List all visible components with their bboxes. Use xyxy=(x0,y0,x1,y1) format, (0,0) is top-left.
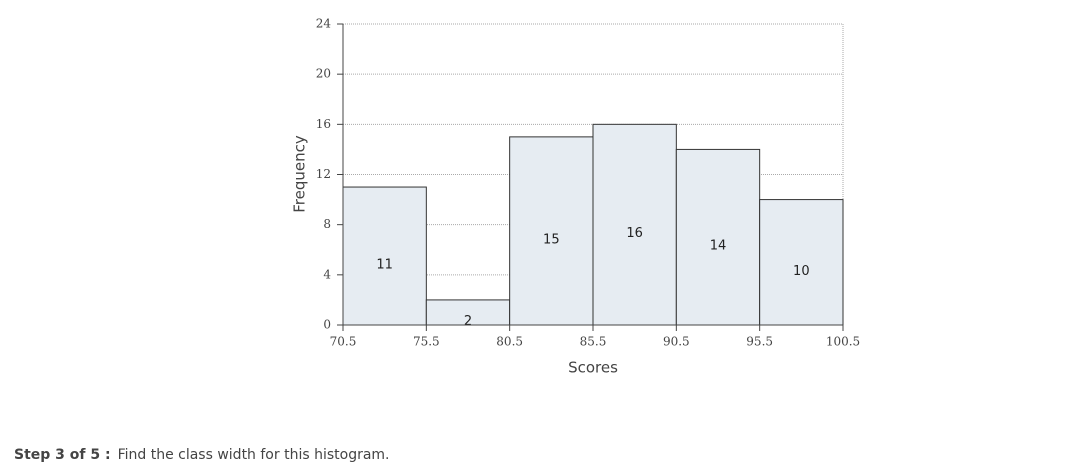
y-tick-label: 16 xyxy=(316,117,331,131)
y-tick-label: 4 xyxy=(323,267,331,281)
step-label: Step 3 of 5 : xyxy=(14,447,111,463)
bar xyxy=(759,199,844,326)
x-tick-label: 80.5 xyxy=(496,335,523,349)
bar-label: 10 xyxy=(793,264,810,279)
x-tick-label: 90.5 xyxy=(663,335,690,349)
bar-label: 11 xyxy=(376,258,393,273)
bar xyxy=(509,136,594,326)
x-tick-label: 95.5 xyxy=(746,335,773,349)
bar-label: 2 xyxy=(464,314,472,329)
x-tick-label: 85.5 xyxy=(580,335,607,349)
bar xyxy=(675,148,761,326)
step-text: Step 3 of 5 : Find the class width for th… xyxy=(14,447,390,463)
y-tick-label: 24 xyxy=(316,17,332,31)
x-tick-label: 75.5 xyxy=(413,335,440,349)
x-tick-label: 100.5 xyxy=(826,335,860,349)
bar xyxy=(425,299,511,326)
bar-label: 15 xyxy=(543,232,560,247)
y-tick-label: 20 xyxy=(316,67,331,81)
bar xyxy=(592,123,677,326)
bar-label: 14 xyxy=(710,239,727,254)
bar-label: 16 xyxy=(626,226,643,241)
y-tick-label: 12 xyxy=(316,167,331,181)
y-tick-label: 0 xyxy=(323,318,331,332)
y-tick-label: 8 xyxy=(323,217,331,231)
x-tick-label: 70.5 xyxy=(330,335,357,349)
bar xyxy=(342,186,427,326)
x-axis-label: Scores xyxy=(568,359,618,377)
step-instruction: Find the class width for this histogram. xyxy=(118,447,390,463)
y-axis-label: Frequency xyxy=(291,135,309,213)
